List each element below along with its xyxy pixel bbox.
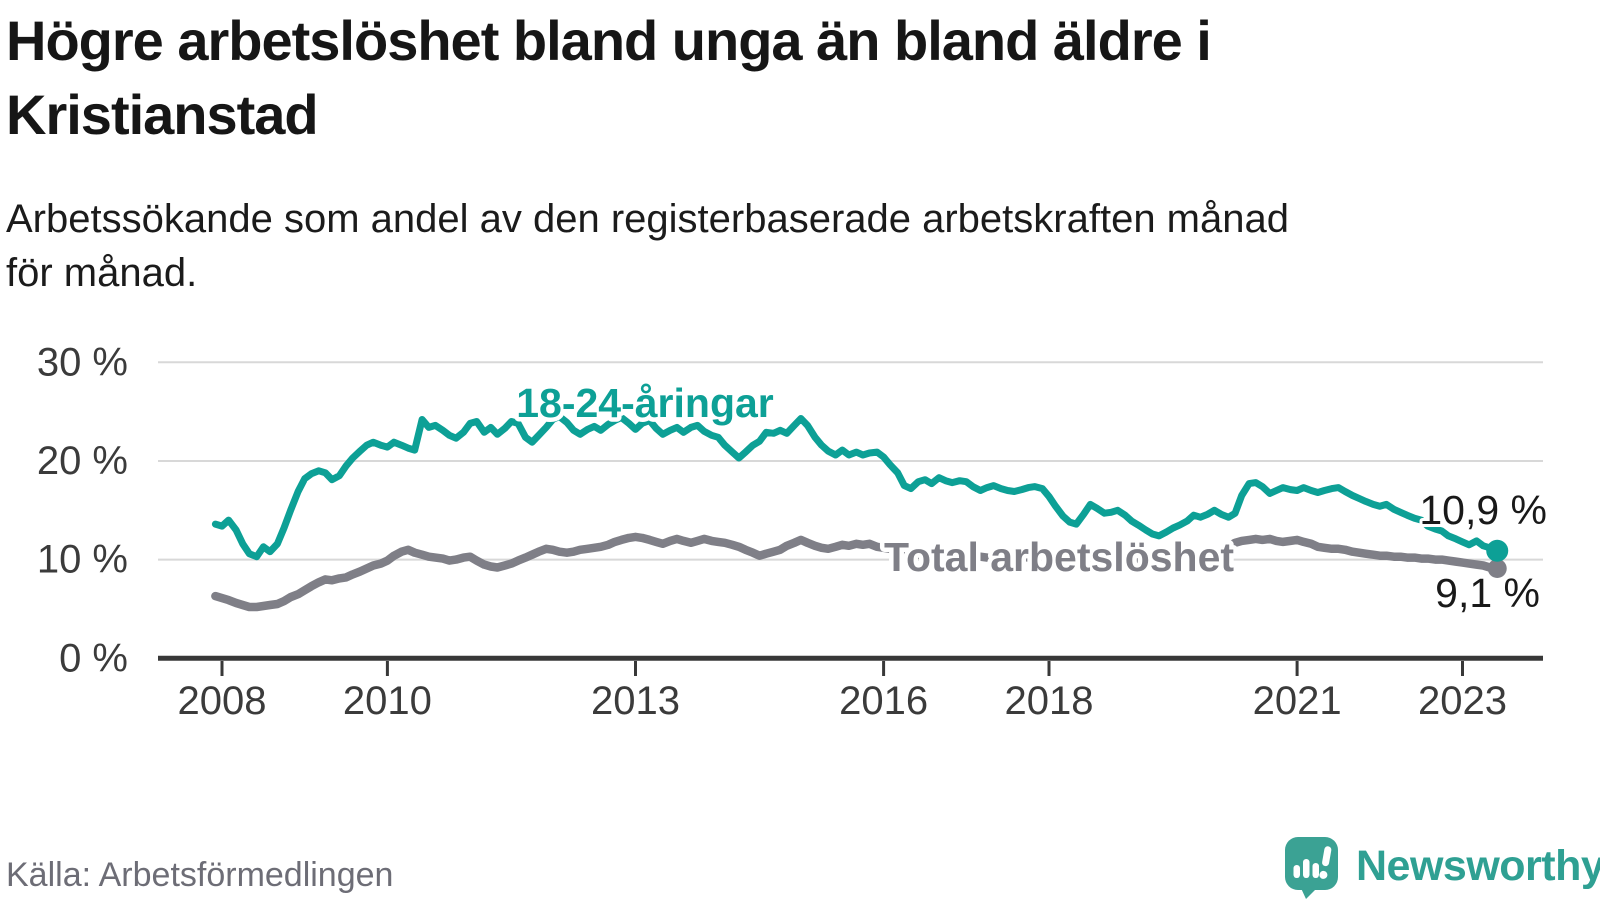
logo-bar-2 <box>1303 859 1310 878</box>
x-axis-label: 2013 <box>591 679 680 723</box>
logo-bubble <box>1285 837 1338 890</box>
y-axis-label: 20 % <box>37 439 128 483</box>
logo-bar-3 <box>1312 863 1319 878</box>
end-dot-youth <box>1486 539 1509 562</box>
logo-bar-1 <box>1293 865 1300 878</box>
page-title: Högre arbetslöshet bland unga än bland ä… <box>6 4 1586 153</box>
end-dot-total <box>1487 559 1507 579</box>
series-label-youth: 18-24-åringar <box>516 380 774 426</box>
chart-subtitle-line2: för månad. <box>6 251 198 295</box>
newsworthy-logo-text: Newsworthy <box>1356 842 1600 890</box>
x-axis-label: 2018 <box>1005 679 1094 723</box>
series-label-total: Total arbetslöshet <box>884 534 1234 580</box>
logo-bubble-tail <box>1300 886 1319 899</box>
y-axis-label: 0 % <box>59 636 128 680</box>
page-title-line2: Kristianstad <box>6 83 319 147</box>
x-axis-label: 2010 <box>343 679 432 723</box>
y-axis-label: 30 % <box>37 340 128 384</box>
source-note: Källa: Arbetsförmedlingen <box>6 856 394 894</box>
x-axis-label: 2016 <box>839 679 928 723</box>
y-axis-label: 10 % <box>37 538 128 582</box>
value-label-youth: 10,9 % <box>1419 487 1547 533</box>
value-label-total: 9,1 % <box>1435 570 1540 616</box>
x-axis-label: 2023 <box>1418 679 1507 723</box>
newsworthy-logo: Newsworthy <box>1284 836 1600 900</box>
chart-subtitle-line1: Arbetssökande som andel av den registerb… <box>6 197 1289 241</box>
logo-exclamation <box>1319 846 1332 879</box>
x-axis-label: 2021 <box>1253 679 1342 723</box>
x-axis-label: 2008 <box>178 679 267 723</box>
page-title-line1: Högre arbetslöshet bland unga än bland ä… <box>6 9 1212 72</box>
chart-subtitle: Arbetssökande som andel av den registerb… <box>6 192 1586 300</box>
newsworthy-logo-icon <box>1285 837 1338 899</box>
series-line-total <box>211 532 1502 612</box>
series-line-youth <box>211 413 1501 561</box>
